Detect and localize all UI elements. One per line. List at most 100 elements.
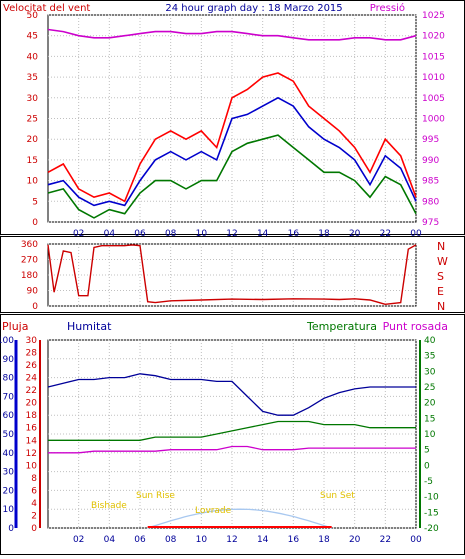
compass-label: W xyxy=(437,255,448,268)
hour-tick: 04 xyxy=(104,229,116,239)
hour-tick: 04 xyxy=(104,535,116,545)
rain-label: Pluja xyxy=(2,320,28,333)
rain-y-tick: 12 xyxy=(26,449,37,459)
hour-tick: 02 xyxy=(73,229,84,239)
wind-y-tick: 20 xyxy=(27,135,39,145)
wind-y-tick: 0 xyxy=(32,218,38,228)
hour-tick: 18 xyxy=(318,229,330,239)
direction-y-tick: 0 xyxy=(32,302,38,312)
wind-y-tick: 25 xyxy=(27,115,38,125)
rain-y-tick: 18 xyxy=(26,411,38,421)
chart-title: 24 hour graph day : 18 Marzo 2015 xyxy=(165,3,342,14)
wind-y-tick: 10 xyxy=(27,177,39,187)
temperature-y-tick: 25 xyxy=(424,383,435,393)
temperature-y-tick: 40 xyxy=(424,336,436,346)
sunset-label: Sun Set xyxy=(320,491,355,501)
pressure-y-tick: 980 xyxy=(422,197,439,207)
humidity-y-tick: 40 xyxy=(3,449,15,459)
pressure-y-tick: 995 xyxy=(422,135,439,145)
humidity-y-tick: 50 xyxy=(3,430,15,440)
hour-tick: 00 xyxy=(410,535,422,545)
wind-y-tick: 40 xyxy=(27,52,39,62)
pressure-y-tick: 1020 xyxy=(422,32,445,42)
temperature-y-tick: -15 xyxy=(424,508,439,518)
wind-speed-label: Velocitat del vent xyxy=(3,3,90,14)
compass-label: E xyxy=(437,285,444,298)
rain-y-tick: 14 xyxy=(26,436,38,446)
direction-y-tick: 270 xyxy=(21,256,38,266)
wind-y-tick: 45 xyxy=(27,32,38,42)
pressure-label: Pressió xyxy=(370,2,405,14)
hour-tick: 10 xyxy=(196,229,208,239)
rain-y-tick: 30 xyxy=(26,336,38,346)
hour-tick: 14 xyxy=(257,229,269,239)
humidity-y-tick: 70 xyxy=(3,392,15,402)
dewpoint-label: Punt rosada xyxy=(383,320,448,333)
pressure-series xyxy=(47,28,417,41)
pressure-y-tick: 985 xyxy=(422,177,439,187)
rain-y-tick: 8 xyxy=(31,474,37,484)
humidity-y-tick: 80 xyxy=(3,374,15,384)
hour-tick: 12 xyxy=(226,535,237,545)
humidity-y-tick: 60 xyxy=(3,411,15,421)
direction-y-tick: 180 xyxy=(21,271,38,281)
wind-y-tick: 15 xyxy=(27,156,38,166)
hour-tick: 06 xyxy=(134,535,146,545)
rain-y-tick: 22 xyxy=(26,386,37,396)
direction-series xyxy=(47,244,417,306)
temperature-y-tick: -20 xyxy=(424,524,439,534)
humidity-y-tick: 100 xyxy=(0,336,14,346)
humidity-y-tick: 0 xyxy=(8,524,14,534)
compass-label: S xyxy=(437,270,444,283)
hour-tick: 22 xyxy=(380,535,391,545)
humidity-y-tick: 20 xyxy=(3,486,15,496)
temperature-y-tick: 30 xyxy=(424,367,436,377)
rain-y-tick: 16 xyxy=(26,424,38,434)
compass-label: N xyxy=(437,300,445,313)
hour-tick: 08 xyxy=(165,229,177,239)
temperature-y-tick: 0 xyxy=(424,461,430,471)
pressure-y-tick: 1005 xyxy=(422,94,445,104)
wind-series xyxy=(47,134,417,219)
humitat-series xyxy=(47,373,416,416)
humidity-y-tick: 10 xyxy=(3,505,15,515)
humidity-y-tick: 90 xyxy=(3,355,15,365)
rain-y-tick: 10 xyxy=(26,461,38,471)
hour-tick: 16 xyxy=(288,535,300,545)
sunrise-label: Sun Rise xyxy=(136,491,175,501)
wind-y-tick: 30 xyxy=(27,94,39,104)
hour-tick: 20 xyxy=(349,229,361,239)
wind-y-tick: 5 xyxy=(32,197,38,207)
pressure-y-tick: 1000 xyxy=(422,115,445,125)
humidity-label: Humitat xyxy=(67,320,112,333)
rain-y-tick: 20 xyxy=(26,399,38,409)
pressure-y-tick: 1015 xyxy=(422,52,445,62)
hour-tick: 22 xyxy=(380,229,391,239)
hour-tick: 08 xyxy=(165,535,177,545)
pressure-y-tick: 1010 xyxy=(422,73,445,83)
dawn-label: Bishade xyxy=(91,501,127,511)
temperature-y-tick: 5 xyxy=(424,446,430,456)
rain-y-tick: 4 xyxy=(31,499,37,509)
rain-y-tick: 26 xyxy=(26,361,38,371)
direction-y-tick: 360 xyxy=(21,240,38,250)
wind-series xyxy=(47,96,417,207)
hour-tick: 02 xyxy=(73,535,84,545)
temperature-y-tick: 15 xyxy=(424,414,435,424)
temperatura-series xyxy=(48,420,416,441)
pressure-y-tick: 1025 xyxy=(422,11,445,21)
hour-tick: 14 xyxy=(257,535,269,545)
pressure-y-tick: 975 xyxy=(422,218,439,228)
direction-y-tick: 90 xyxy=(27,287,39,297)
wind-y-tick: 35 xyxy=(27,73,38,83)
hour-tick: 10 xyxy=(196,535,208,545)
rain-y-tick: 6 xyxy=(31,486,37,496)
wind-series xyxy=(47,72,417,203)
rain-y-tick: 28 xyxy=(26,349,38,359)
wind-y-tick: 50 xyxy=(27,11,39,21)
noon-label: Lovrade xyxy=(195,506,232,516)
hour-tick: 18 xyxy=(318,535,330,545)
rain-y-tick: 0 xyxy=(31,524,37,534)
hour-tick: 06 xyxy=(134,229,146,239)
